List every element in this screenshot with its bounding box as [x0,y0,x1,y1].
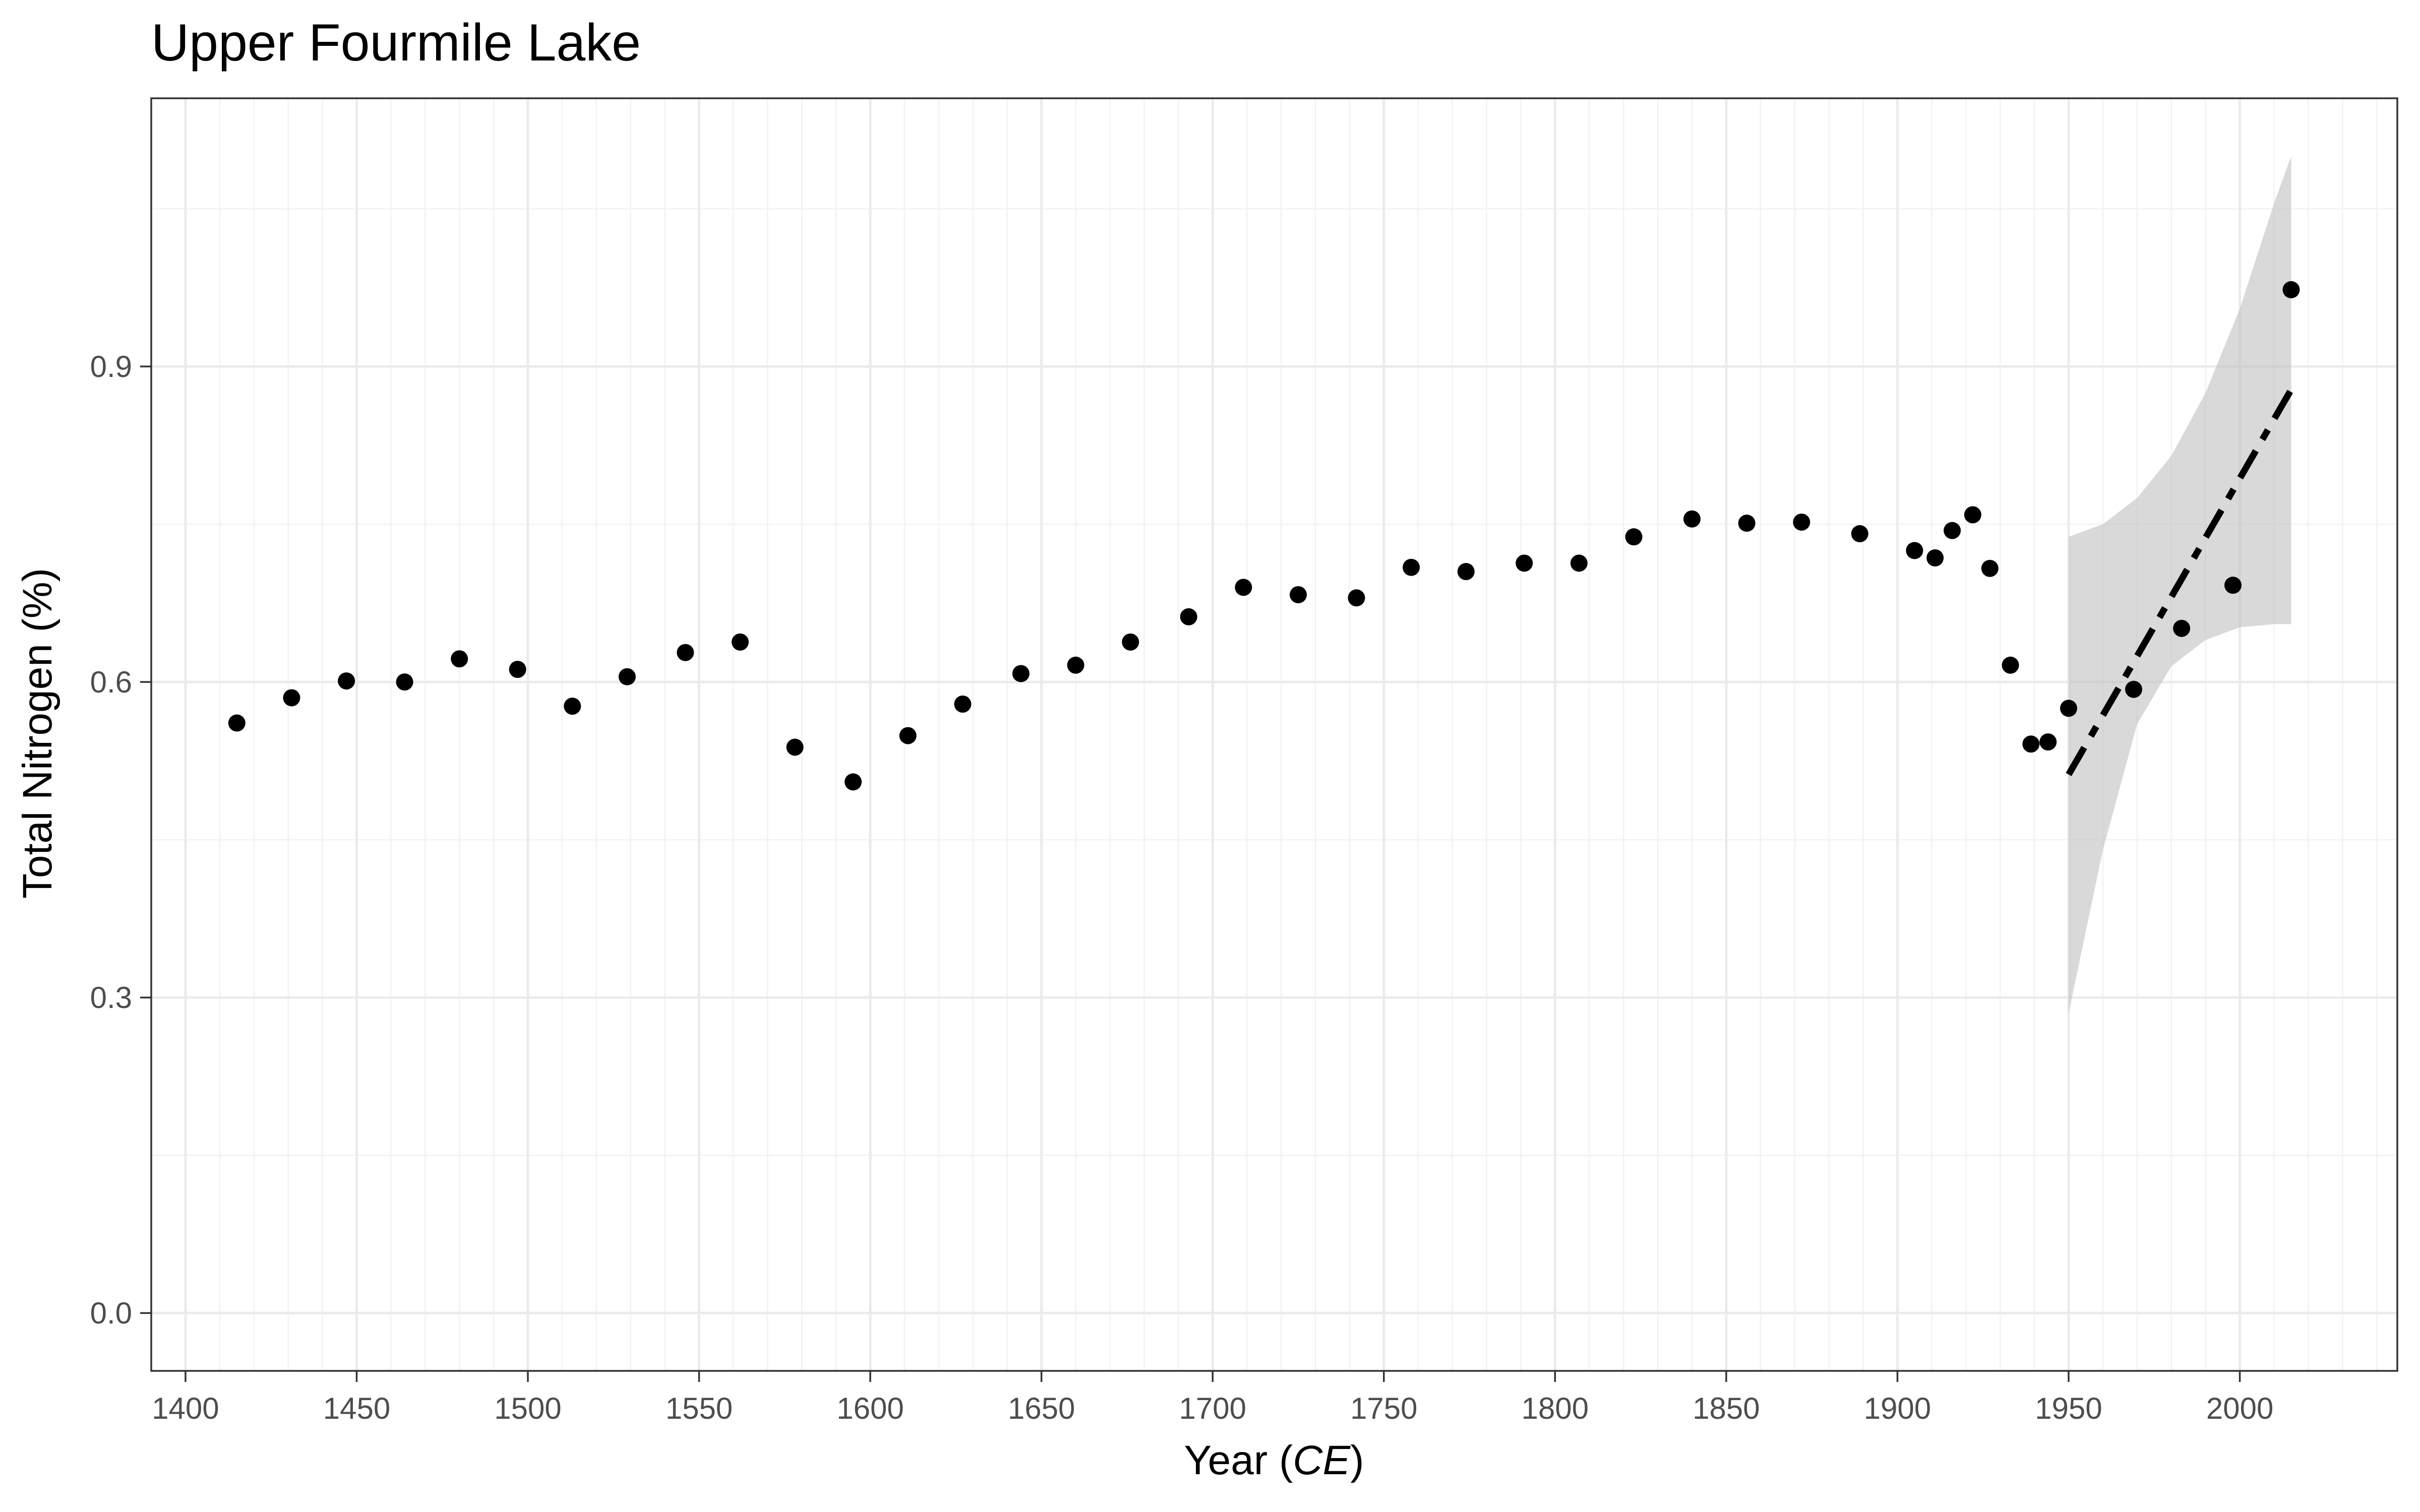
data-point [396,673,413,691]
y-tick-label: 0.9 [90,350,132,384]
data-point [338,672,355,690]
data-point [509,661,526,678]
data-point [844,773,862,791]
data-point [786,738,804,756]
data-point [1122,633,1139,651]
data-point [899,727,917,744]
x-tick-label: 1700 [1179,1392,1246,1425]
data-point [1180,608,1197,625]
data-point [283,689,300,707]
x-tick-label: 1400 [152,1392,219,1425]
x-tick-label: 1550 [666,1392,733,1425]
x-axis: 1400 1450 1500 1550 1600 1650 1700 1750 1800 1850… [152,1371,2273,1425]
data-point [1738,515,1756,532]
x-tick-label: 1850 [1692,1392,1760,1425]
data-point [2022,735,2040,753]
y-tick-label: 0.3 [90,981,132,1015]
data-point [2125,680,2143,698]
data-point [1625,528,1643,546]
data-point [1964,506,1981,524]
data-point [1012,665,1030,682]
data-point [732,633,749,651]
data-point [1981,559,1999,577]
data-point [1944,522,1961,539]
data-point [1906,542,1923,559]
data-point [2039,733,2057,751]
data-point [2002,656,2019,674]
data-point [677,644,694,661]
y-tick-label: 0.0 [90,1296,132,1330]
data-point [1793,513,1810,531]
data-point [1235,579,1252,596]
chart-title: Upper Fourmile Lake [151,14,641,72]
x-tick-label: 1650 [1008,1392,1075,1425]
data-point [1851,525,1868,542]
data-point [2282,281,2300,298]
x-tick-label: 1950 [2035,1392,2102,1425]
y-tick-label: 0.6 [90,665,132,699]
data-point [1403,558,1420,576]
data-point [1457,563,1475,581]
x-axis-title-prefix: Year ( [1184,1437,1293,1483]
data-point [1067,656,1084,674]
data-point [564,698,581,715]
trend-line [2066,388,2294,777]
data-point [1516,554,1533,572]
data-point [1683,510,1701,528]
data-point [2060,700,2078,717]
panel-border [150,97,2398,1372]
data-point [618,668,636,685]
y-axis: 0.0 0.3 0.6 0.9 [90,350,151,1330]
data-point [2224,577,2242,594]
x-axis-title: Year (CE) [1184,1437,1364,1483]
data-point [954,695,972,713]
grid [151,98,2397,1371]
x-tick-label: 1750 [1350,1392,1417,1425]
data-point [1348,589,1365,607]
data-point [1926,549,1944,566]
data-point [1290,586,1307,603]
data-point [451,650,468,668]
x-tick-label: 1500 [494,1392,561,1425]
x-tick-label: 1450 [323,1392,390,1425]
data-point [1570,554,1588,572]
x-tick-label: 1600 [836,1392,903,1425]
x-axis-title-unit: CE [1293,1437,1351,1483]
x-tick-label: 1800 [1522,1392,1589,1425]
x-axis-title-suffix: ) [1350,1437,1364,1483]
x-tick-label: 2000 [2206,1392,2273,1425]
y-axis-title: Total Nitrogen (%) [15,568,60,899]
data-points [228,281,2300,791]
trend-line-layer [2066,388,2294,777]
x-tick-label: 1900 [1864,1392,1931,1425]
data-point [2173,619,2191,637]
data-point [228,714,246,732]
